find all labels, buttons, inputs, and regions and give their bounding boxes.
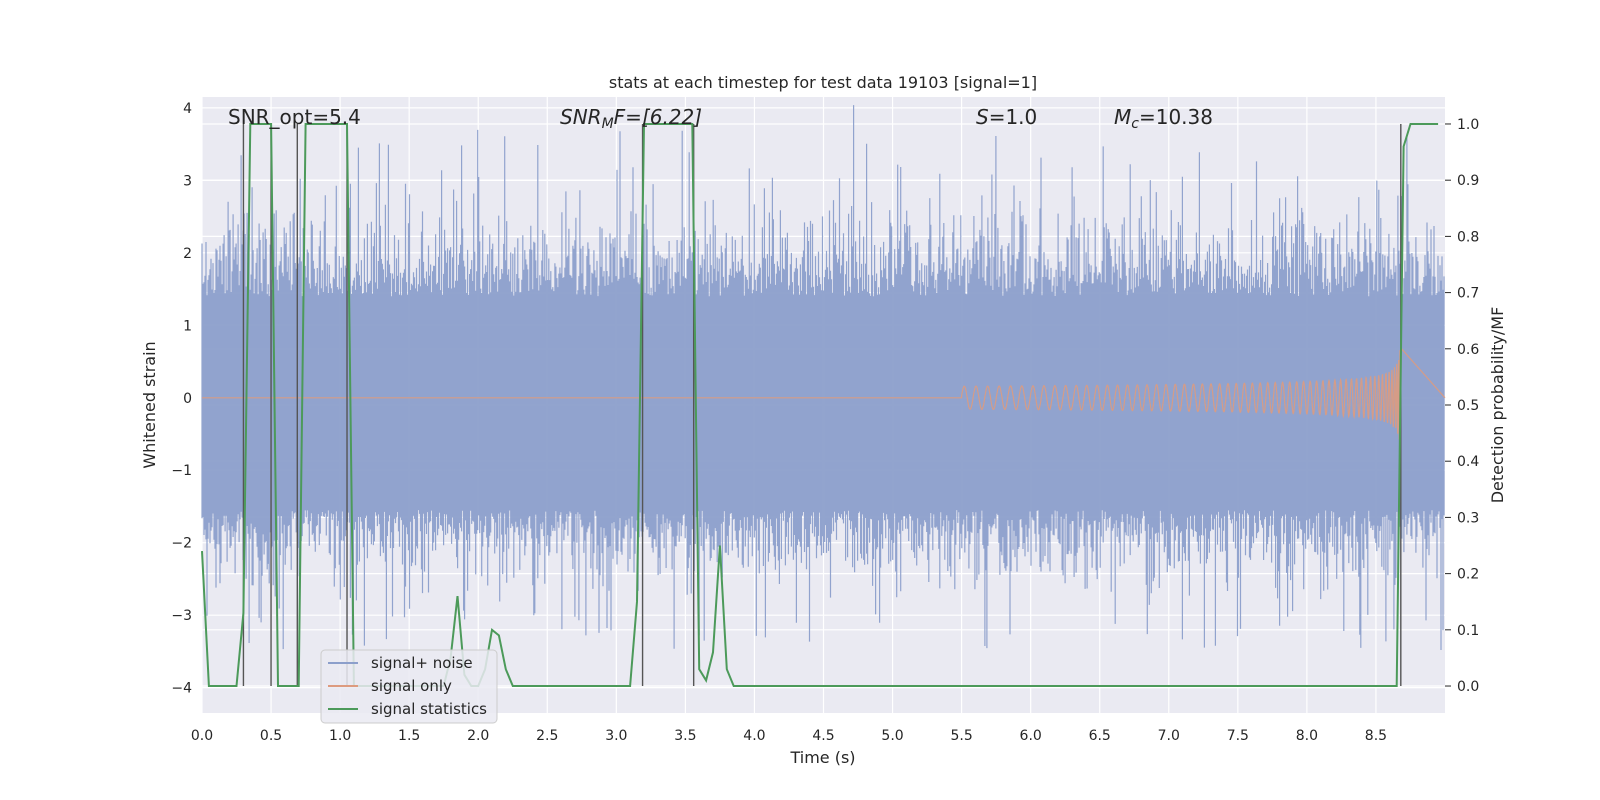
y-right-tick-label: 1.0 [1457,117,1479,133]
y-left-tick-label: −1 [171,463,192,479]
y-left-tick-label: 4 [183,101,192,117]
y-right-tick-label: 0.2 [1457,567,1479,583]
y-axis-label-left: Whitened strain [140,341,159,468]
y-axis-label-right: Detection probability/MF [1488,307,1507,504]
y-right-tick-label: 0.9 [1457,173,1479,189]
annotation-snr-mf: SNRMF=[6.22] [560,105,702,132]
tick-labels: 0.0 0.5 1.0 1.5 2.0 2.5 3.0 3.5 4.0 4.5 5.0 5.5 6.0 6… [171,101,1479,744]
annotation-s-main: S [976,105,989,129]
x-tick-label: 1.0 [329,728,351,744]
x-tick-label: 2.5 [536,728,558,744]
y-left-tick-label: −4 [171,681,192,697]
x-tick-label: 0.0 [191,728,213,744]
x-tick-label: 5.5 [950,728,972,744]
annotation-snr-mf-sub: M [602,116,614,132]
x-tick-label: 3.0 [605,728,627,744]
signal-noise-series [201,105,1445,650]
annotation-s: S=1.0 [976,105,1037,129]
y-left-tick-label: 2 [183,246,192,262]
x-tick-label: 8.0 [1296,728,1318,744]
legend-label-signal-noise: signal+ noise [371,654,473,672]
signal-noise-line [201,105,1445,650]
annotation-mc-main: M [1114,105,1131,129]
legend-label-signal-statistics: signal statistics [371,700,487,718]
x-tick-label: 6.5 [1089,728,1111,744]
chart-title: stats at each timestep for test data 191… [609,73,1037,92]
x-tick-label: 2.0 [467,728,489,744]
x-tick-label: 8.5 [1365,728,1387,744]
y-left-tick-label: −3 [171,608,192,624]
x-tick-label: 4.5 [812,728,834,744]
annotation-snr-mf-main: SNR [560,105,602,129]
legend-box [320,649,498,724]
annotation-mc: Mc=10.38 [1114,105,1213,132]
annotation-mc-sub: c [1131,116,1139,132]
legend: signal+ noise signal only signal statist… [320,649,498,724]
x-tick-label: 6.0 [1020,728,1042,744]
x-tick-label: 5.0 [881,728,903,744]
legend-label-signal-only: signal only [371,677,452,695]
y-right-tick-label: 0.1 [1457,623,1479,639]
y-right-tick-label: 0.0 [1457,679,1479,695]
annotation-snr-opt: SNR_opt=5.4 [228,105,361,129]
y-right-tick-label: 0.6 [1457,342,1479,358]
y-left-tick-label: 1 [183,318,192,334]
y-right-tick-label: 0.3 [1457,510,1479,526]
x-tick-label: 7.0 [1158,728,1180,744]
y-right-tick-label: 0.4 [1457,454,1479,470]
x-tick-label: 3.5 [674,728,696,744]
y-left-tick-label: 0 [183,391,192,407]
y-right-tick-label: 0.7 [1457,286,1479,302]
y-right-tick-label: 0.5 [1457,398,1479,414]
y-left-tick-label: 3 [183,173,192,189]
y-right-tick-label: 0.8 [1457,229,1479,245]
annotation-s-rest: =1.0 [989,105,1038,129]
x-tick-label: 1.5 [398,728,420,744]
x-axis-label: Time (s) [789,748,855,767]
x-tick-label: 7.5 [1227,728,1249,744]
annotation-mc-rest: =10.38 [1139,105,1213,129]
signal-only-series [202,346,1446,441]
x-tick-label: 0.5 [260,728,282,744]
x-tick-label: 4.0 [743,728,765,744]
signal-only-line [202,346,1446,441]
annotation-snr-mf-rest: F=[6.22] [614,105,702,129]
y-left-tick-label: −2 [171,536,192,552]
